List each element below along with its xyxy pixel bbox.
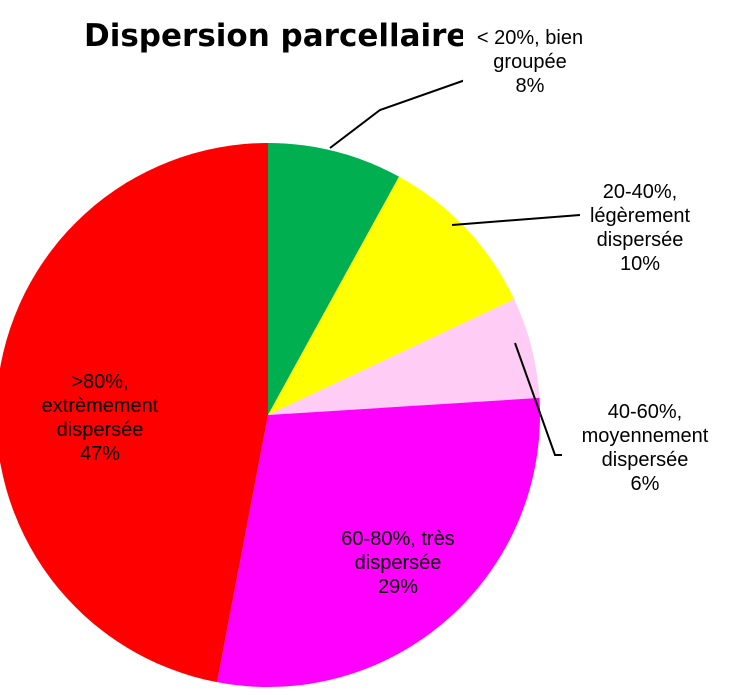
value-label: 8%: [515, 75, 545, 97]
category-label: >80%, extrèmement dispersée: [41, 371, 159, 441]
leader-line: [329, 71, 489, 149]
value-label: 10%: [619, 253, 661, 275]
category-label: 20-40%, légèrement dispersée: [589, 181, 691, 251]
leader-line: [451, 214, 581, 226]
slice-label: 20-40%, légèrement dispersée 10%: [580, 180, 700, 276]
leader-line: [514, 342, 562, 456]
value-label: 29%: [377, 576, 419, 598]
category-label: < 20%, bien groupée: [476, 27, 584, 73]
slice-label: 40-60%, moyennement dispersée 6%: [570, 400, 720, 496]
pie-slice: [268, 143, 400, 415]
value-label: 6%: [630, 473, 660, 495]
category-label: 60-80%, très dispersée: [341, 528, 455, 574]
pie-slice: [0, 143, 268, 683]
slice-label: 60-80%, très dispersée 29%: [318, 527, 478, 599]
pie-slice: [217, 397, 540, 688]
chart-title: Dispersion parcellaire: [84, 18, 468, 54]
slice-label: < 20%, bien groupée 8%: [462, 26, 598, 98]
slice-label: >80%, extrèmement dispersée 47%: [15, 370, 185, 466]
pie-slice: [268, 176, 515, 415]
pie-slice: [268, 299, 540, 415]
value-label: 47%: [79, 443, 121, 465]
category-label: 40-60%, moyennement dispersée: [581, 401, 709, 471]
